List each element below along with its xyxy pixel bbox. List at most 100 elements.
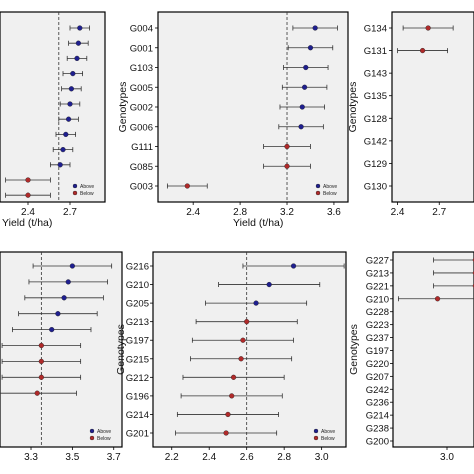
panel-bottom-middle-point-below: [240, 337, 246, 343]
panel-top-left-point-above: [67, 101, 73, 107]
panel-bottom-right-y-axis-title: Genotypes: [348, 324, 360, 375]
panel-bottom-middle-category-label: G214: [126, 410, 149, 421]
panel-top-middle-category-label: G001: [130, 43, 153, 54]
panel-bottom-middle-category-label: G212: [126, 373, 149, 384]
panel-bottom-middle-legend-marker: [313, 428, 319, 434]
panel-bottom-middle-point-above: [290, 263, 297, 269]
panel-bottom-middle-point-above: [253, 300, 259, 306]
panel-top-right-y-axis-title: Genotypes: [347, 82, 359, 133]
panel-top-middle-category-label: G003: [130, 182, 153, 193]
panel-top-middle-x-axis-title: Yield (t/ha): [233, 217, 283, 229]
panel-top-left-point-above: [57, 162, 63, 168]
panel-bottom-right-category-label: G238: [366, 424, 389, 435]
panel-top-left-point-above: [77, 25, 83, 31]
panel-top-middle-point-below: [284, 143, 290, 150]
panel-bottom-left-legend-label: Above: [97, 429, 111, 435]
panel-bottom-left-point-above: [55, 311, 61, 317]
panel-bottom-right-category-label: G236: [366, 398, 389, 409]
panel-bottom-middle-y-axis-title: Genotypes: [115, 324, 127, 375]
panel-bottom-right-category-label: G214: [366, 411, 389, 422]
panel-bottom-middle-category-label: G215: [126, 354, 149, 365]
panel-top-middle-legend-marker: [315, 190, 321, 196]
panel-bottom-middle-point-below: [238, 356, 244, 362]
panel-top-middle-category-label: G002: [130, 103, 153, 114]
panel-top-middle-point-below: [284, 163, 290, 169]
panel-top-right-category-label: G142: [364, 136, 387, 147]
panel-top-left-point-above: [63, 131, 69, 138]
panel-top-right-category-label: G128: [364, 114, 387, 125]
panel-bottom-left-point-below: [38, 342, 44, 349]
panel-bottom-left-point-above: [61, 295, 67, 301]
panel-top-right-point-below: [425, 25, 431, 31]
panel-top-right-category-label: G131: [364, 46, 387, 57]
panel-bottom-right-category-label: G242: [366, 385, 389, 396]
panel-bottom-left-legend-label: Below: [97, 436, 111, 442]
panel-top-left-x-tick-label: 2.4: [21, 207, 35, 218]
panel-top-left-point-above: [60, 147, 66, 153]
panel-top-middle-x-tick-label: 3.6: [327, 207, 341, 218]
panel-bottom-right-category-label: G197: [366, 346, 389, 357]
panel-bottom-middle-category-label: G213: [126, 317, 149, 328]
panel-top-middle-category-label: G005: [130, 83, 153, 94]
panel-top-right-x-tick-label: 2.7: [432, 207, 446, 218]
panel-top-middle-x-tick-label: 2.8: [233, 207, 247, 218]
panel-bottom-right-frame: [392, 251, 474, 448]
panel-top-middle-legend-marker: [315, 183, 321, 189]
panel-top-middle-category-label: G103: [130, 63, 153, 74]
panel-top-middle-category-label: G006: [130, 122, 153, 133]
panel-top-middle-point-above: [298, 124, 304, 130]
panel-top-right-category-label: G135: [364, 91, 387, 102]
panel-bottom-right-category-label: G220: [366, 359, 389, 370]
panel-top-left-point-above: [68, 86, 75, 92]
panel-bottom-right-category-label: G210: [366, 294, 389, 305]
panel-bottom-left-point-above: [49, 327, 55, 333]
panel-bottom-middle-legend-marker: [313, 435, 319, 441]
panel-bottom-left-x-tick-label: 3.5: [65, 452, 79, 463]
panel-top-left-point-above: [75, 40, 82, 46]
panel-top-left-x-axis-title: Yield (t/ha): [2, 217, 52, 229]
panel-bottom-left-legend-marker: [89, 428, 95, 434]
panel-top-middle-y-axis-title: Genotypes: [117, 82, 129, 133]
panel-bottom-middle-category-label: G197: [126, 336, 149, 347]
panel-bottom-left-point-below: [38, 358, 44, 365]
panel-top-middle-category-label: G085: [130, 162, 153, 173]
panel-bottom-middle-point-below: [244, 319, 250, 325]
panel-bottom-middle-x-tick-label: 2.4: [202, 452, 216, 463]
panel-bottom-middle-x-tick-label: 3.0: [315, 452, 329, 463]
panel-bottom-right-x-tick-label: 3.0: [440, 452, 454, 463]
panel-bottom-right-category-label: G227: [366, 256, 389, 267]
panel-top-left-point-below: [25, 177, 31, 183]
panel-top-middle-category-label: G004: [130, 24, 153, 35]
panel-top-middle-x-tick-label: 2.4: [186, 207, 200, 218]
panel-top-middle-point-above: [299, 104, 305, 110]
panel-bottom-left-x-tick-label: 3.3: [24, 452, 38, 463]
panel-top-right-frame: [391, 11, 474, 203]
panel-bottom-left-point-above: [69, 263, 75, 269]
panel-top-left-legend-marker: [72, 183, 78, 189]
panel-bottom-middle-legend-label: Above: [321, 429, 335, 435]
panel-bottom-middle-point-below: [223, 430, 229, 436]
panel-top-left-legend-label: Above: [80, 184, 94, 190]
panel-bottom-right-category-label: G200: [366, 437, 389, 448]
panel-bottom-middle-x-tick-label: 2.6: [240, 452, 254, 463]
panel-bottom-right-category-label: G221: [366, 281, 389, 292]
panel-bottom-middle-point-below: [230, 374, 237, 380]
panel-top-middle-point-above: [302, 84, 308, 90]
panel-bottom-right-category-label: G237: [366, 333, 389, 344]
panel-top-middle-category-label: G111: [131, 142, 153, 153]
panel-top-left-frame: [0, 11, 106, 203]
panel-bottom-middle-point-below: [225, 411, 231, 418]
panel-bottom-right-category-label: G207: [366, 372, 389, 383]
panel-top-middle-legend-label: Above: [323, 184, 337, 190]
panel-top-left-point-above: [74, 55, 80, 62]
panel-bottom-middle-category-label: G210: [126, 280, 149, 291]
panel-top-left-point-above: [70, 70, 76, 77]
panel-top-right-category-label: G130: [364, 182, 387, 193]
panel-top-left-legend-label: Below: [80, 191, 94, 197]
panel-bottom-middle-x-tick-label: 2.2: [165, 452, 179, 463]
panel-bottom-right-category-label: G223: [366, 320, 389, 331]
panel-top-right-category-label: G134: [364, 24, 387, 35]
panel-bottom-right-category-label: G213: [366, 268, 389, 279]
panel-top-left-legend-marker: [72, 190, 78, 196]
